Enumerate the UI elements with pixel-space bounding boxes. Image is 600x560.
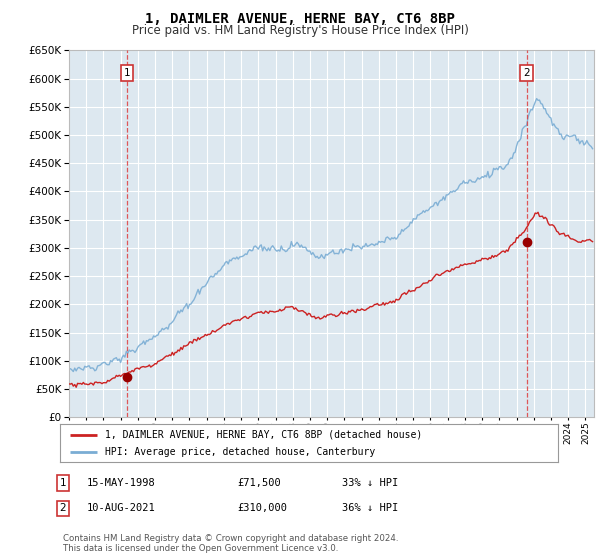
Text: 1, DAIMLER AVENUE, HERNE BAY, CT6 8BP (detached house): 1, DAIMLER AVENUE, HERNE BAY, CT6 8BP (d… [105,430,422,440]
Text: 10-AUG-2021: 10-AUG-2021 [87,503,156,514]
Text: 2: 2 [524,68,530,78]
Text: 36% ↓ HPI: 36% ↓ HPI [342,503,398,514]
Text: 33% ↓ HPI: 33% ↓ HPI [342,478,398,488]
Text: 15-MAY-1998: 15-MAY-1998 [87,478,156,488]
Text: 1: 1 [59,478,67,488]
Text: 2: 2 [59,503,67,514]
Text: £310,000: £310,000 [237,503,287,514]
Text: 1, DAIMLER AVENUE, HERNE BAY, CT6 8BP: 1, DAIMLER AVENUE, HERNE BAY, CT6 8BP [145,12,455,26]
Text: Price paid vs. HM Land Registry's House Price Index (HPI): Price paid vs. HM Land Registry's House … [131,24,469,37]
Text: HPI: Average price, detached house, Canterbury: HPI: Average price, detached house, Cant… [105,447,375,458]
Text: 1: 1 [124,68,130,78]
Text: £71,500: £71,500 [237,478,281,488]
Text: Contains HM Land Registry data © Crown copyright and database right 2024.
This d: Contains HM Land Registry data © Crown c… [63,534,398,553]
